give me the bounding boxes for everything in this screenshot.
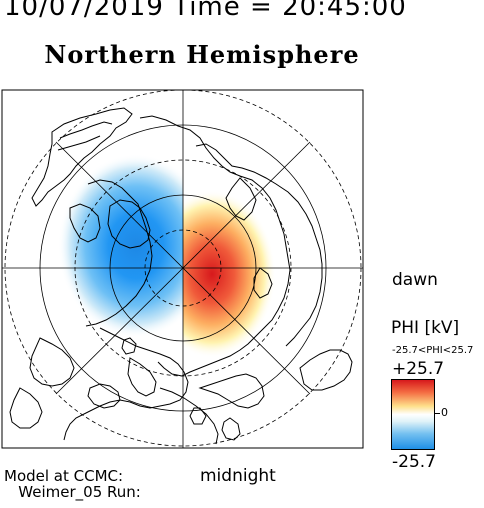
colorbar-range-text: -25.7<PHI<25.7 bbox=[392, 345, 474, 356]
model-line-1: Model at CCMC: bbox=[4, 467, 124, 485]
colorbar-zero-tick bbox=[434, 413, 440, 414]
coastlines bbox=[9, 107, 353, 445]
colorbar bbox=[391, 379, 435, 450]
meridian-lines bbox=[2, 90, 363, 448]
polar-potential-map bbox=[1, 89, 364, 449]
model-info: Model at CCMC: Weimer_05 Run: bbox=[4, 468, 141, 500]
dawn-label: dawn bbox=[392, 270, 438, 290]
colorbar-zero-label: 0 bbox=[441, 406, 448, 419]
negative-potential-cell bbox=[58, 154, 183, 338]
colorbar-max-label: +25.7 bbox=[392, 359, 445, 379]
midnight-label: midnight bbox=[200, 466, 276, 486]
positive-potential-cell bbox=[183, 190, 276, 358]
model-line-2: Weimer_05 Run: bbox=[4, 483, 141, 501]
map-title: Northern Hemisphere bbox=[44, 40, 360, 69]
colorbar-quantity-label: PHI [kV] bbox=[391, 318, 460, 338]
date-time-header: 10/07/2019 Time = 20:45:00 bbox=[4, 0, 407, 22]
colorbar-min-label: -25.7 bbox=[392, 452, 436, 472]
